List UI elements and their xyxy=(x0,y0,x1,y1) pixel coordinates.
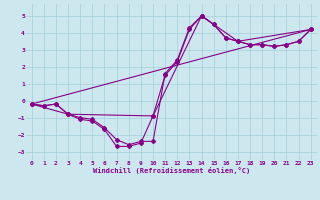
X-axis label: Windchill (Refroidissement éolien,°C): Windchill (Refroidissement éolien,°C) xyxy=(92,167,250,174)
